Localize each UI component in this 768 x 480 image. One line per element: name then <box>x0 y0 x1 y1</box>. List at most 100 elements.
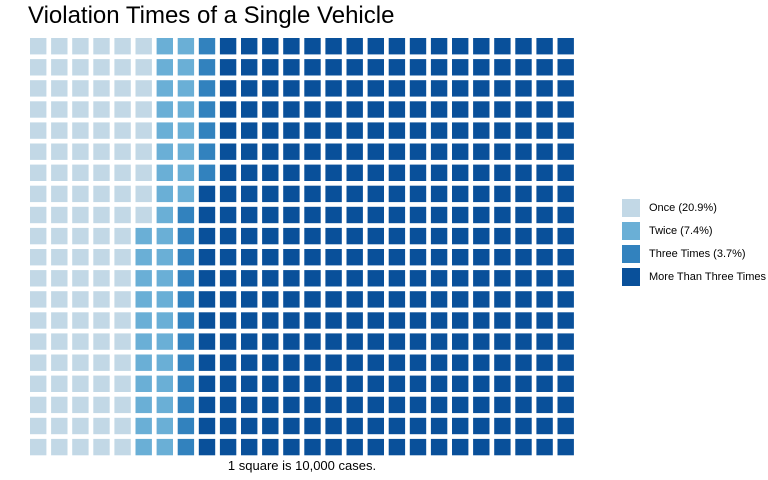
waffle-square-more-than-three-times <box>219 396 237 414</box>
waffle-square-more-than-three-times <box>515 206 532 224</box>
waffle-square-more-than-three-times <box>430 396 448 414</box>
waffle-square-more-than-three-times <box>409 122 427 139</box>
legend-key-once <box>622 198 640 217</box>
waffle-square-once <box>72 185 89 203</box>
waffle-square-more-than-three-times <box>557 396 574 414</box>
waffle-square-more-than-three-times <box>494 438 511 456</box>
waffle-square-three-times <box>177 249 195 266</box>
waffle-square-more-than-three-times <box>283 206 300 224</box>
waffle-square-more-than-three-times <box>452 417 469 435</box>
waffle-square-more-than-three-times <box>367 270 384 287</box>
waffle-square-more-than-three-times <box>241 417 258 435</box>
waffle-square-once <box>30 206 47 224</box>
waffle-square-once <box>72 312 89 329</box>
waffle-square-once <box>51 122 68 139</box>
waffle-square-more-than-three-times <box>515 417 532 435</box>
waffle-square-more-than-three-times <box>452 164 469 181</box>
waffle-square-once <box>135 101 152 118</box>
waffle-square-once <box>72 143 89 160</box>
waffle-square-more-than-three-times <box>388 291 406 308</box>
waffle-square-more-than-three-times <box>473 375 490 392</box>
waffle-square-more-than-three-times <box>198 375 216 392</box>
waffle-square-once <box>30 438 47 456</box>
waffle-square-more-than-three-times <box>304 38 321 55</box>
waffle-square-more-than-three-times <box>304 185 321 203</box>
waffle-square-twice <box>177 143 195 160</box>
waffle-square-once <box>30 417 47 435</box>
waffle-square-more-than-three-times <box>430 143 448 160</box>
waffle-square-more-than-three-times <box>536 101 553 118</box>
waffle-square-more-than-three-times <box>536 438 553 456</box>
waffle-square-once <box>72 438 89 456</box>
waffle-square-more-than-three-times <box>494 101 511 118</box>
waffle-square-more-than-three-times <box>430 354 448 371</box>
waffle-square-more-than-three-times <box>452 270 469 287</box>
waffle-square-more-than-three-times <box>262 333 279 350</box>
waffle-square-twice <box>156 59 173 76</box>
waffle-square-once <box>72 417 89 435</box>
waffle-square-three-times <box>177 291 195 308</box>
waffle-square-once <box>30 249 47 266</box>
waffle-square-more-than-three-times <box>241 164 258 181</box>
waffle-square-twice <box>156 375 173 392</box>
waffle-square-more-than-three-times <box>241 185 258 203</box>
waffle-square-more-than-three-times <box>367 312 384 329</box>
waffle-square-more-than-three-times <box>409 312 427 329</box>
waffle-square-more-than-three-times <box>494 312 511 329</box>
waffle-square-more-than-three-times <box>241 249 258 266</box>
waffle-square-twice <box>135 417 152 435</box>
legend-item-more-than-three-times: More Than Three Times <box>622 265 768 288</box>
waffle-square-more-than-three-times <box>388 206 406 224</box>
waffle-square-more-than-three-times <box>515 227 532 245</box>
waffle-square-once <box>93 270 110 287</box>
waffle-square-more-than-three-times <box>409 206 427 224</box>
waffle-square-more-than-three-times <box>219 143 237 160</box>
waffle-square-more-than-three-times <box>241 143 258 160</box>
waffle-square-more-than-three-times <box>198 417 216 435</box>
waffle-square-once <box>72 38 89 55</box>
waffle-square-more-than-three-times <box>409 438 427 456</box>
waffle-square-more-than-three-times <box>325 312 342 329</box>
waffle-square-more-than-three-times <box>304 270 321 287</box>
waffle-square-more-than-three-times <box>367 185 384 203</box>
waffle-square-more-than-three-times <box>198 185 216 203</box>
waffle-square-more-than-three-times <box>346 143 363 160</box>
waffle-square-more-than-three-times <box>452 438 469 456</box>
waffle-square-more-than-three-times <box>262 80 279 97</box>
waffle-square-once <box>93 291 110 308</box>
waffle-square-three-times <box>198 143 216 160</box>
waffle-square-more-than-three-times <box>430 417 448 435</box>
waffle-square-more-than-three-times <box>388 122 406 139</box>
waffle-square-once <box>30 396 47 414</box>
waffle-square-more-than-three-times <box>494 122 511 139</box>
waffle-square-more-than-three-times <box>283 38 300 55</box>
waffle-square-more-than-three-times <box>409 354 427 371</box>
waffle-square-more-than-three-times <box>304 143 321 160</box>
waffle-square-more-than-three-times <box>262 291 279 308</box>
waffle-square-more-than-three-times <box>515 59 532 76</box>
waffle-square-more-than-three-times <box>219 122 237 139</box>
waffle-square-once <box>72 249 89 266</box>
waffle-square-more-than-three-times <box>536 417 553 435</box>
waffle-square-twice <box>135 291 152 308</box>
waffle-square-more-than-three-times <box>494 291 511 308</box>
waffle-square-more-than-three-times <box>198 312 216 329</box>
waffle-square-once <box>93 80 110 97</box>
waffle-square-once <box>51 438 68 456</box>
waffle-square-more-than-three-times <box>325 80 342 97</box>
waffle-square-more-than-three-times <box>452 59 469 76</box>
waffle-square-twice <box>156 164 173 181</box>
waffle-square-once <box>51 164 68 181</box>
waffle-square-more-than-three-times <box>452 354 469 371</box>
waffle-square-more-than-three-times <box>198 438 216 456</box>
waffle-square-more-than-three-times <box>536 270 553 287</box>
waffle-square-more-than-three-times <box>557 354 574 371</box>
waffle-square-twice <box>156 227 173 245</box>
waffle-square-more-than-three-times <box>388 438 406 456</box>
waffle-square-once <box>30 270 47 287</box>
waffle-square-more-than-three-times <box>304 122 321 139</box>
waffle-square-more-than-three-times <box>452 396 469 414</box>
waffle-square-more-than-three-times <box>536 122 553 139</box>
waffle-square-more-than-three-times <box>409 164 427 181</box>
waffle-square-more-than-three-times <box>452 101 469 118</box>
